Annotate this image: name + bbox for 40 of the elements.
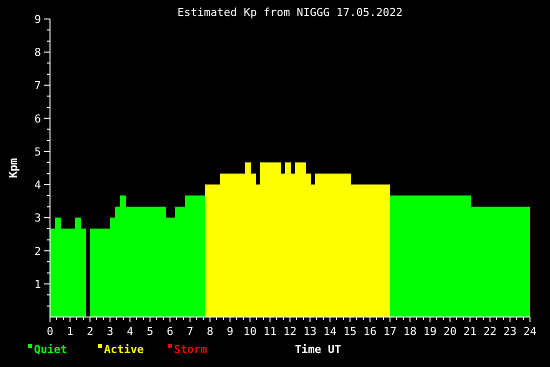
y-tick-label: 5 — [34, 145, 41, 158]
y-tick-label: 1 — [34, 278, 41, 291]
legend-label: Storm — [174, 343, 208, 356]
x-tick-label: 24 — [523, 325, 537, 338]
y-tick-label: 4 — [34, 178, 42, 192]
x-tick-label: 17 — [383, 325, 397, 338]
y-tick-label: 3 — [34, 212, 41, 225]
x-tick-label: 23 — [503, 325, 517, 338]
x-tick-label: 14 — [323, 325, 337, 338]
x-tick-label: 12 — [283, 325, 297, 338]
y-axis-title: Kpm — [7, 158, 20, 178]
x-tick-label: 15 — [343, 325, 357, 338]
y-tick-label: 2 — [34, 244, 41, 258]
y-tick-label: 8 — [34, 46, 41, 60]
x-tick-label: 11 — [263, 325, 277, 338]
legend-label: Quiet — [34, 343, 68, 356]
y-tick-label: 6 — [34, 112, 41, 126]
y-tick-label: 7 — [34, 79, 41, 92]
x-tick-label: 8 — [206, 325, 214, 338]
x-tick-label: 3 — [106, 325, 114, 338]
x-tick-label: 7 — [186, 325, 194, 338]
x-tick-label: 4 — [126, 325, 134, 338]
x-tick-label: 6 — [166, 325, 174, 338]
x-tick-label: 16 — [363, 325, 377, 338]
x-tick-label: 9 — [226, 325, 234, 338]
y-tick-label: 9 — [34, 13, 41, 26]
x-tick-label: 10 — [243, 325, 257, 338]
x-tick-label: 5 — [146, 325, 154, 338]
x-tick-label: 22 — [483, 325, 497, 338]
x-tick-label: 21 — [463, 325, 477, 338]
chart-title: Estimated Kp from NIGGG 17.05.2022 — [177, 6, 403, 19]
x-tick-label: 19 — [423, 325, 437, 338]
x-tick-label: 0 — [46, 325, 54, 338]
x-axis-title: Time UT — [294, 343, 342, 356]
x-tick-label: 18 — [403, 325, 417, 338]
x-tick-label: 2 — [86, 325, 94, 338]
legend-label: Active — [104, 343, 144, 356]
x-tick-label: 13 — [303, 325, 317, 338]
x-tick-label: 1 — [66, 325, 74, 338]
x-tick-label: 20 — [443, 325, 457, 338]
